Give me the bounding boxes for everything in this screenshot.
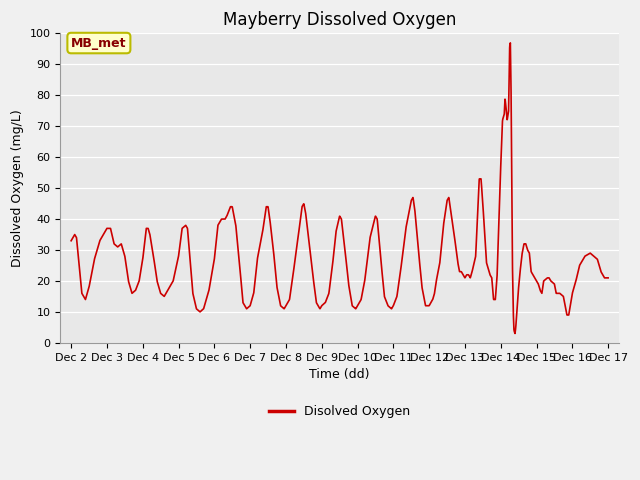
Text: MB_met: MB_met (71, 36, 127, 49)
Y-axis label: Dissolved Oxygen (mg/L): Dissolved Oxygen (mg/L) (11, 109, 24, 267)
Legend: Disolved Oxygen: Disolved Oxygen (264, 400, 415, 423)
X-axis label: Time (dd): Time (dd) (309, 368, 370, 381)
Title: Mayberry Dissolved Oxygen: Mayberry Dissolved Oxygen (223, 11, 456, 29)
